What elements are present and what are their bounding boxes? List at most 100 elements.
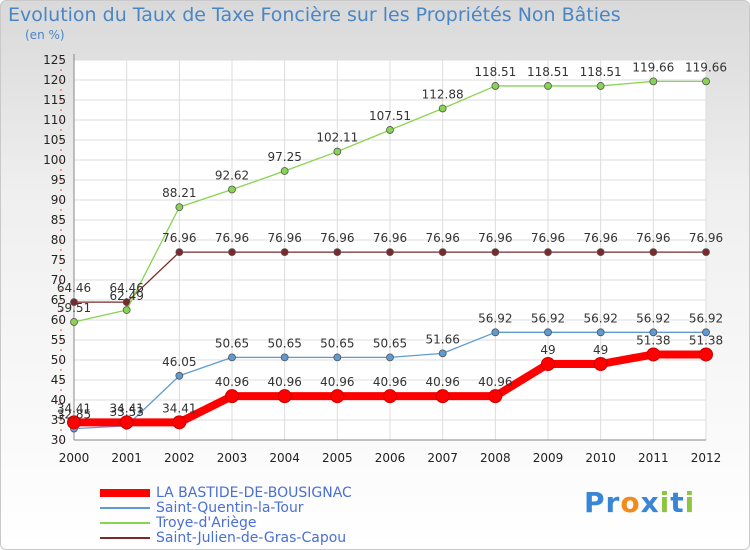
data-label: 40.96 [373, 375, 407, 389]
data-label: 76.96 [636, 231, 670, 245]
y-tick-label: 80 [51, 233, 66, 247]
data-label: 50.65 [215, 336, 249, 350]
data-point [541, 357, 555, 371]
logo-letter: i [684, 486, 696, 519]
legend-label: LA BASTIDE-DE-BOUSIGNAC [156, 485, 352, 501]
y-tick-label: 40 [51, 393, 66, 407]
y-tick-label: 45 [51, 373, 66, 387]
data-label: 34.41 [57, 401, 91, 415]
y-tick-label: 125 [43, 53, 66, 67]
x-tick-label: 2001 [111, 451, 142, 465]
y-tick-label: 30 [51, 433, 66, 447]
data-point [70, 298, 78, 307]
data-label: 76.96 [320, 231, 354, 245]
x-tick-label: 2004 [269, 451, 300, 465]
x-tick-label: 2010 [585, 451, 616, 465]
data-label: 92.62 [215, 169, 249, 183]
data-label: 40.96 [425, 375, 459, 389]
data-label: 46.05 [162, 355, 196, 369]
data-point [228, 353, 236, 362]
data-label: 50.65 [320, 336, 354, 350]
legend-label: Troye-d'Ariège [156, 515, 257, 531]
data-label: 40.96 [478, 375, 512, 389]
data-label: 56.92 [636, 311, 670, 325]
data-label: 50.65 [267, 336, 301, 350]
legend-swatch [100, 489, 150, 497]
data-point [491, 328, 500, 337]
x-tick-label: 2003 [217, 451, 248, 465]
data-point [225, 389, 239, 404]
x-tick-label: 2005 [322, 451, 353, 465]
data-label: 40.96 [267, 375, 301, 389]
data-label: 64.46 [57, 281, 91, 295]
y-tick-label: 85 [51, 213, 66, 227]
data-point [228, 185, 236, 194]
data-label: 59.51 [57, 301, 91, 315]
data-label: 76.96 [162, 231, 196, 245]
data-point [646, 347, 661, 362]
data-point [119, 415, 134, 430]
data-point [280, 248, 289, 257]
data-label: 76.96 [531, 231, 565, 245]
data-label: 34.41 [162, 401, 196, 415]
y-tick-label: 60 [51, 313, 66, 327]
data-label: 88.21 [162, 186, 196, 200]
data-label: 49 [540, 343, 555, 357]
logo-letter: t [670, 486, 685, 519]
logo-letter: P [584, 486, 606, 519]
y-tick-label: 35 [51, 413, 66, 427]
data-point [175, 248, 184, 257]
data-point [70, 318, 78, 326]
data-point [649, 77, 658, 86]
y-tick-label: 75 [51, 253, 66, 267]
y-tick-label: 55 [51, 333, 66, 347]
x-tick-label: 2008 [480, 451, 511, 465]
logo-letter: i [659, 486, 671, 519]
chart-title: Evolution du Taux de Taxe Foncière sur l… [8, 4, 621, 26]
x-tick-label: 2012 [691, 451, 722, 465]
legend-swatch [100, 507, 150, 509]
data-label: 51.38 [636, 333, 670, 347]
legend-swatch [100, 537, 150, 539]
x-tick-label: 2007 [427, 451, 458, 465]
data-label: 50.65 [373, 336, 407, 350]
data-label: 56.92 [689, 311, 723, 325]
data-point [175, 203, 184, 212]
data-label: 34.41 [109, 401, 143, 415]
series-lines [67, 77, 713, 433]
data-label: 76.96 [267, 231, 301, 245]
data-point [544, 328, 552, 337]
data-point [596, 328, 605, 337]
data-label: 102.11 [316, 131, 358, 145]
data-point [228, 248, 236, 257]
y-tick-label: 120 [43, 73, 66, 87]
data-label: 33.53 [109, 405, 143, 419]
data-point [333, 248, 342, 257]
data-point [593, 357, 608, 371]
data-label: 56.92 [583, 311, 617, 325]
data-label: 76.96 [425, 231, 459, 245]
legend-swatch [100, 522, 150, 524]
data-point [702, 328, 710, 337]
data-point [544, 248, 552, 257]
legend-label: Saint-Quentin-la-Tour [156, 500, 304, 516]
y-tick-label: 105 [43, 133, 66, 147]
y-tick-label: 50 [51, 353, 66, 367]
data-point [277, 389, 292, 404]
data-point [386, 248, 394, 257]
data-label: 62.49 [109, 289, 143, 303]
data-label: 51.38 [689, 333, 723, 347]
data-point [122, 306, 131, 314]
data-label: 51.66 [425, 332, 459, 346]
data-point [438, 248, 447, 257]
data-label: 64.46 [109, 281, 143, 295]
data-labels: 64.46 64.46 76.96 76.96 76.96 76.96 76.96 76.96… [57, 60, 727, 421]
data-point [333, 353, 342, 362]
data-point [544, 82, 552, 90]
data-point [330, 389, 345, 404]
data-point [172, 415, 187, 430]
data-point [280, 353, 289, 362]
data-point [438, 349, 447, 358]
data-point [649, 248, 658, 257]
data-label: 40.96 [215, 375, 249, 389]
